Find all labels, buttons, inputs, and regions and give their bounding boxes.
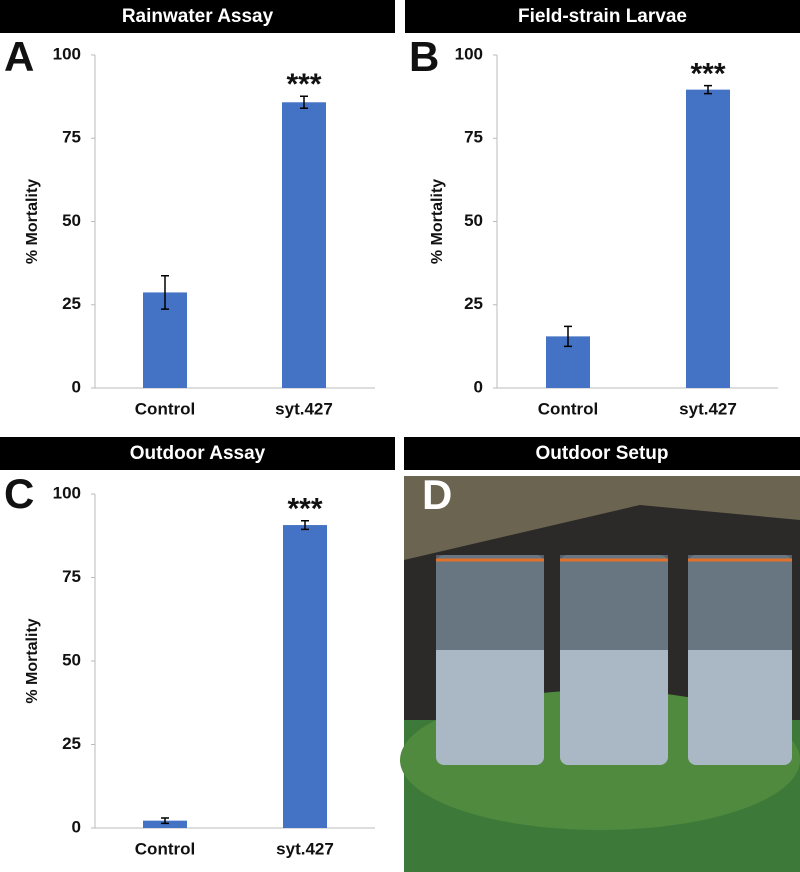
photo: D bbox=[400, 471, 800, 872]
y-tick-label: 50 bbox=[464, 211, 483, 230]
y-tick-label: 100 bbox=[53, 44, 81, 63]
y-tick-label: 100 bbox=[455, 44, 483, 63]
panel-title: Field-strain Larvae bbox=[518, 6, 687, 27]
significance-annotation: *** bbox=[287, 493, 322, 526]
title-bar bbox=[0, 437, 395, 470]
significance-annotation: *** bbox=[286, 68, 321, 101]
y-axis-label: % Mortality bbox=[429, 179, 446, 264]
bins bbox=[436, 555, 792, 765]
panel-title: Rainwater Assay bbox=[122, 6, 274, 27]
y-tick-label: 25 bbox=[62, 294, 81, 313]
chart-panel: Field-strain Larvae B 0 25 50 75 100 % Mortalit… bbox=[405, 0, 800, 418]
y-tick-label: 50 bbox=[62, 650, 81, 669]
tent-top bbox=[404, 476, 800, 560]
bin-mesh bbox=[436, 555, 544, 650]
significance-annotation: *** bbox=[690, 58, 725, 91]
error-bar bbox=[300, 95, 308, 110]
x-tick-label: syt.427 bbox=[276, 839, 334, 858]
y-axis-label: % Mortality bbox=[24, 179, 41, 264]
error-bar bbox=[161, 275, 169, 310]
panel-label: A bbox=[4, 33, 34, 80]
y-tick-label: 0 bbox=[72, 377, 81, 396]
y-axis-label: % Mortality bbox=[24, 618, 41, 703]
bar bbox=[283, 525, 327, 828]
y-tick-label: 100 bbox=[53, 483, 81, 502]
y-tick-label: 75 bbox=[464, 128, 483, 147]
y-tick-label: 75 bbox=[62, 128, 81, 147]
error-bar bbox=[161, 817, 169, 825]
title-bar bbox=[405, 0, 800, 33]
bin-mesh bbox=[560, 555, 668, 650]
panel-label: D bbox=[422, 471, 452, 518]
x-tick-label: syt.427 bbox=[275, 399, 333, 418]
panel-label: C bbox=[4, 470, 34, 517]
bar bbox=[282, 102, 326, 388]
chart-panel: Rainwater Assay A 0 25 50 75 100 % Mortality Con… bbox=[0, 0, 395, 418]
title-bar bbox=[404, 437, 800, 470]
bar bbox=[143, 820, 187, 828]
title-bar bbox=[0, 0, 395, 33]
error-bar bbox=[704, 84, 712, 95]
panel-title: Outdoor Setup bbox=[536, 443, 669, 464]
chart-panel: Outdoor Assay C 0 25 50 75 100 % Mortality Contr… bbox=[0, 437, 395, 858]
y-tick-label: 0 bbox=[72, 817, 81, 836]
error-bar bbox=[564, 325, 572, 348]
y-tick-label: 75 bbox=[62, 567, 81, 586]
bin-mesh bbox=[688, 555, 792, 650]
bar bbox=[686, 89, 730, 388]
x-tick-label: Control bbox=[135, 399, 195, 418]
panel-label: B bbox=[409, 33, 439, 80]
y-tick-label: 50 bbox=[62, 211, 81, 230]
x-tick-label: Control bbox=[135, 839, 195, 858]
error-bar bbox=[301, 519, 309, 531]
y-tick-label: 0 bbox=[474, 377, 483, 396]
y-tick-label: 25 bbox=[464, 294, 483, 313]
panel-title: Outdoor Assay bbox=[130, 443, 266, 464]
y-tick-label: 25 bbox=[62, 734, 81, 753]
x-tick-label: syt.427 bbox=[679, 399, 737, 418]
x-tick-label: Control bbox=[538, 399, 598, 418]
